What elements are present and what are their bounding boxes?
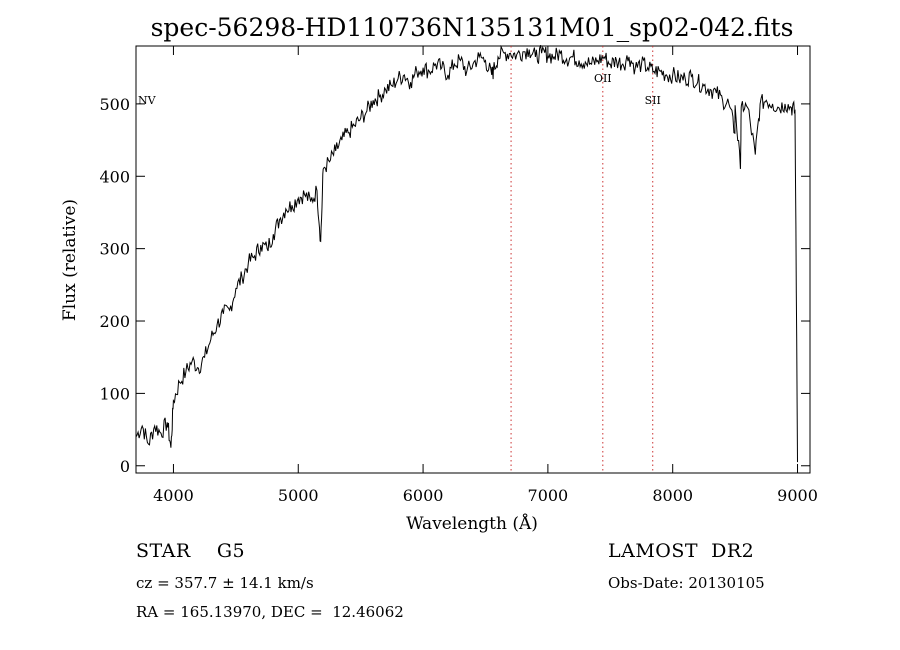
y-tick-label: 500 [99,95,130,114]
y-axis-label: Flux (relative) [60,199,80,321]
y-tick-label: 300 [99,240,130,259]
x-tick-label: 5000 [278,486,319,505]
x-tick-label: 7000 [528,486,569,505]
y-tick-label: 0 [120,457,130,476]
survey-release: LAMOST DR2 [608,540,755,562]
x-tick-label: 6000 [403,486,444,505]
spectrum-series [135,44,798,463]
x-tick-label: 9000 [777,486,818,505]
chart-title: spec-56298-HD110736N135131M01_sp02-042.f… [151,13,794,42]
redshift-readout: cz = 357.7 ± 14.1 km/s [136,574,314,592]
axis-ticks: 4000 5000 6000 7000 8000 9000 0 100 200 300 400 500 [99,46,818,505]
emission-line-label: SII [645,94,661,107]
emission-line-label: OII [594,72,612,85]
x-tick-label: 8000 [652,486,693,505]
object-class: STAR G5 [136,540,246,562]
plot-frame [135,45,811,474]
x-tick-label: 4000 [153,486,194,505]
coordinates: RA = 165.13970, DEC = 12.46062 [136,603,404,621]
emission-line-labels: NV OII SII [138,72,661,107]
x-axis-label: Wavelength (Å) [406,513,538,534]
y-tick-label: 100 [99,384,130,403]
emission-line-label: NV [138,94,157,107]
emission-line-markers [510,46,654,473]
spectrum-line [135,44,798,463]
y-tick-label: 200 [99,312,130,331]
y-tick-label: 400 [99,167,130,186]
obs-date: Obs-Date: 20130105 [608,574,765,592]
